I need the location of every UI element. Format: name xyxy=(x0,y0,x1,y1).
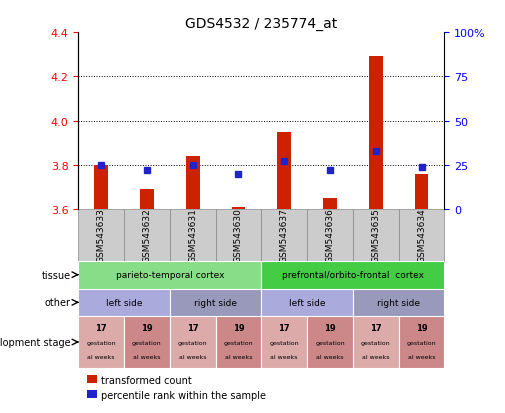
Text: al weeks: al weeks xyxy=(179,354,207,359)
Text: left side: left side xyxy=(106,298,142,307)
Text: gestation: gestation xyxy=(178,339,208,345)
Text: al weeks: al weeks xyxy=(362,354,389,359)
Bar xyxy=(262,210,307,261)
Bar xyxy=(170,210,216,261)
Text: 19: 19 xyxy=(141,323,153,332)
Text: 17: 17 xyxy=(278,323,290,332)
Bar xyxy=(216,316,262,368)
Bar xyxy=(369,57,383,210)
Text: 19: 19 xyxy=(416,323,427,332)
Text: gestation: gestation xyxy=(315,339,345,345)
Text: al weeks: al weeks xyxy=(316,354,344,359)
Text: al weeks: al weeks xyxy=(408,354,435,359)
Text: GSM543636: GSM543636 xyxy=(326,208,334,263)
Bar xyxy=(124,210,170,261)
Bar xyxy=(307,210,353,261)
Text: GSM543635: GSM543635 xyxy=(371,208,380,263)
Text: gestation: gestation xyxy=(361,339,390,345)
Text: gestation: gestation xyxy=(407,339,436,345)
Bar xyxy=(94,166,108,210)
Text: GSM543637: GSM543637 xyxy=(280,208,289,263)
Text: GSM543631: GSM543631 xyxy=(188,208,197,263)
Text: right side: right side xyxy=(377,298,420,307)
Text: 19: 19 xyxy=(233,323,244,332)
Text: al weeks: al weeks xyxy=(225,354,252,359)
Text: 17: 17 xyxy=(95,323,107,332)
Text: 19: 19 xyxy=(324,323,336,332)
Text: other: other xyxy=(45,298,71,308)
Text: 17: 17 xyxy=(187,323,198,332)
Bar xyxy=(398,316,444,368)
Bar xyxy=(307,316,353,368)
Bar xyxy=(398,210,444,261)
Text: gestation: gestation xyxy=(269,339,299,345)
Legend: transformed count, percentile rank within the sample: transformed count, percentile rank withi… xyxy=(83,371,270,404)
Text: al weeks: al weeks xyxy=(133,354,161,359)
Text: GSM543633: GSM543633 xyxy=(96,208,106,263)
Text: left side: left side xyxy=(289,298,325,307)
Bar xyxy=(216,210,262,261)
Bar xyxy=(262,261,444,289)
Bar xyxy=(415,174,428,210)
Text: gestation: gestation xyxy=(86,339,116,345)
Text: GSM543632: GSM543632 xyxy=(142,208,152,263)
Text: GSM543634: GSM543634 xyxy=(417,208,426,263)
Bar xyxy=(353,289,444,316)
Text: parieto-temporal cortex: parieto-temporal cortex xyxy=(116,271,224,280)
Text: development stage: development stage xyxy=(0,337,71,347)
Bar xyxy=(353,316,398,368)
Bar xyxy=(353,210,398,261)
Text: GSM543630: GSM543630 xyxy=(234,208,243,263)
Bar xyxy=(277,133,291,210)
Bar xyxy=(186,157,199,210)
Bar xyxy=(124,316,170,368)
Bar xyxy=(78,261,262,289)
Text: al weeks: al weeks xyxy=(87,354,115,359)
Title: GDS4532 / 235774_at: GDS4532 / 235774_at xyxy=(185,17,337,31)
Bar xyxy=(78,316,124,368)
Text: gestation: gestation xyxy=(224,339,254,345)
Text: right side: right side xyxy=(194,298,237,307)
Text: tissue: tissue xyxy=(42,270,71,280)
Text: 17: 17 xyxy=(370,323,382,332)
Bar xyxy=(262,289,353,316)
Bar xyxy=(170,316,216,368)
Text: gestation: gestation xyxy=(132,339,162,345)
Text: al weeks: al weeks xyxy=(271,354,298,359)
Bar xyxy=(323,199,337,210)
Text: prefrontal/orbito-frontal  cortex: prefrontal/orbito-frontal cortex xyxy=(282,271,424,280)
Bar xyxy=(262,316,307,368)
Bar xyxy=(140,190,154,210)
Bar xyxy=(78,210,124,261)
Bar xyxy=(78,289,170,316)
Bar xyxy=(232,207,245,210)
Bar xyxy=(170,289,262,316)
